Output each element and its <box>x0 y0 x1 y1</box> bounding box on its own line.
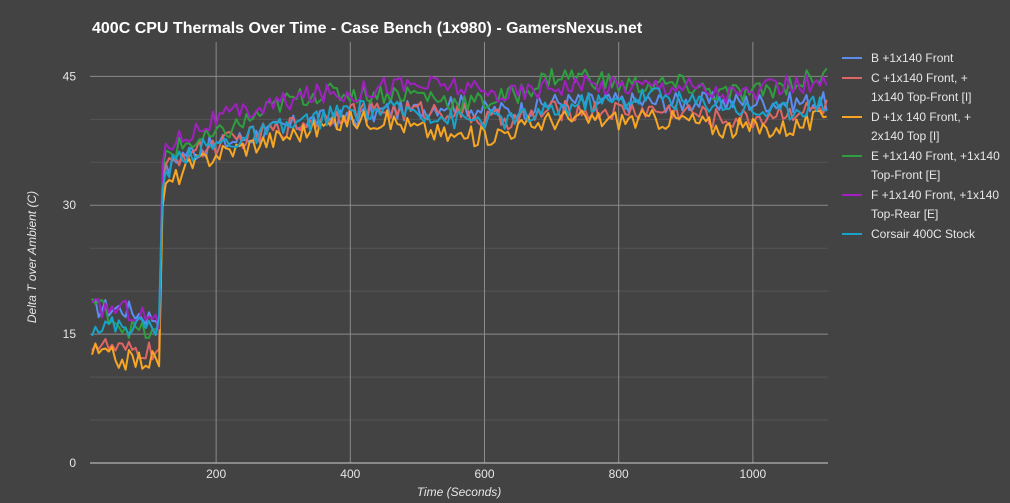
legend-entry: Corsair 400C Stock <box>871 227 976 241</box>
y-tick-label: 15 <box>63 327 77 341</box>
chart-title: 400C CPU Thermals Over Time - Case Bench… <box>92 20 643 37</box>
legend-entry: F +1x140 Front, +1x140 Top-Rear [E] <box>871 188 999 221</box>
legend-entry: E +1x140 Front, +1x140 Top-Front [E] <box>871 149 1000 182</box>
x-tick-label: 1000 <box>740 467 767 481</box>
y-axis-label: Delta T over Ambient (C) <box>25 191 39 323</box>
legend: B +1x140 Front C +1x140 Front, +1x140 Top… <box>842 51 1000 241</box>
series-line <box>91 109 827 371</box>
y-tick-labels: 0 15 30 45 <box>63 69 77 470</box>
x-tick-label: 400 <box>340 467 360 481</box>
x-axis-label: Time (Seconds) <box>417 485 502 499</box>
x-tick-label: 200 <box>206 467 226 481</box>
x-tick-label: 800 <box>609 467 629 481</box>
y-tick-label: 45 <box>63 69 77 83</box>
series-line <box>91 73 828 330</box>
series-line <box>91 87 827 337</box>
x-tick-label: 600 <box>474 467 494 481</box>
legend-entry: C +1x140 Front, +1x140 Top-Front [I] <box>871 71 972 104</box>
y-tick-label: 0 <box>69 456 76 470</box>
x-tick-labels: 200 400 600 800 1000 <box>206 467 766 481</box>
legend-entry: D +1x 140 Front, +2x140 Top [I] <box>871 110 971 143</box>
legend-entry: B +1x140 Front <box>871 51 954 65</box>
y-tick-label: 30 <box>63 198 77 212</box>
series-lines <box>91 67 828 371</box>
